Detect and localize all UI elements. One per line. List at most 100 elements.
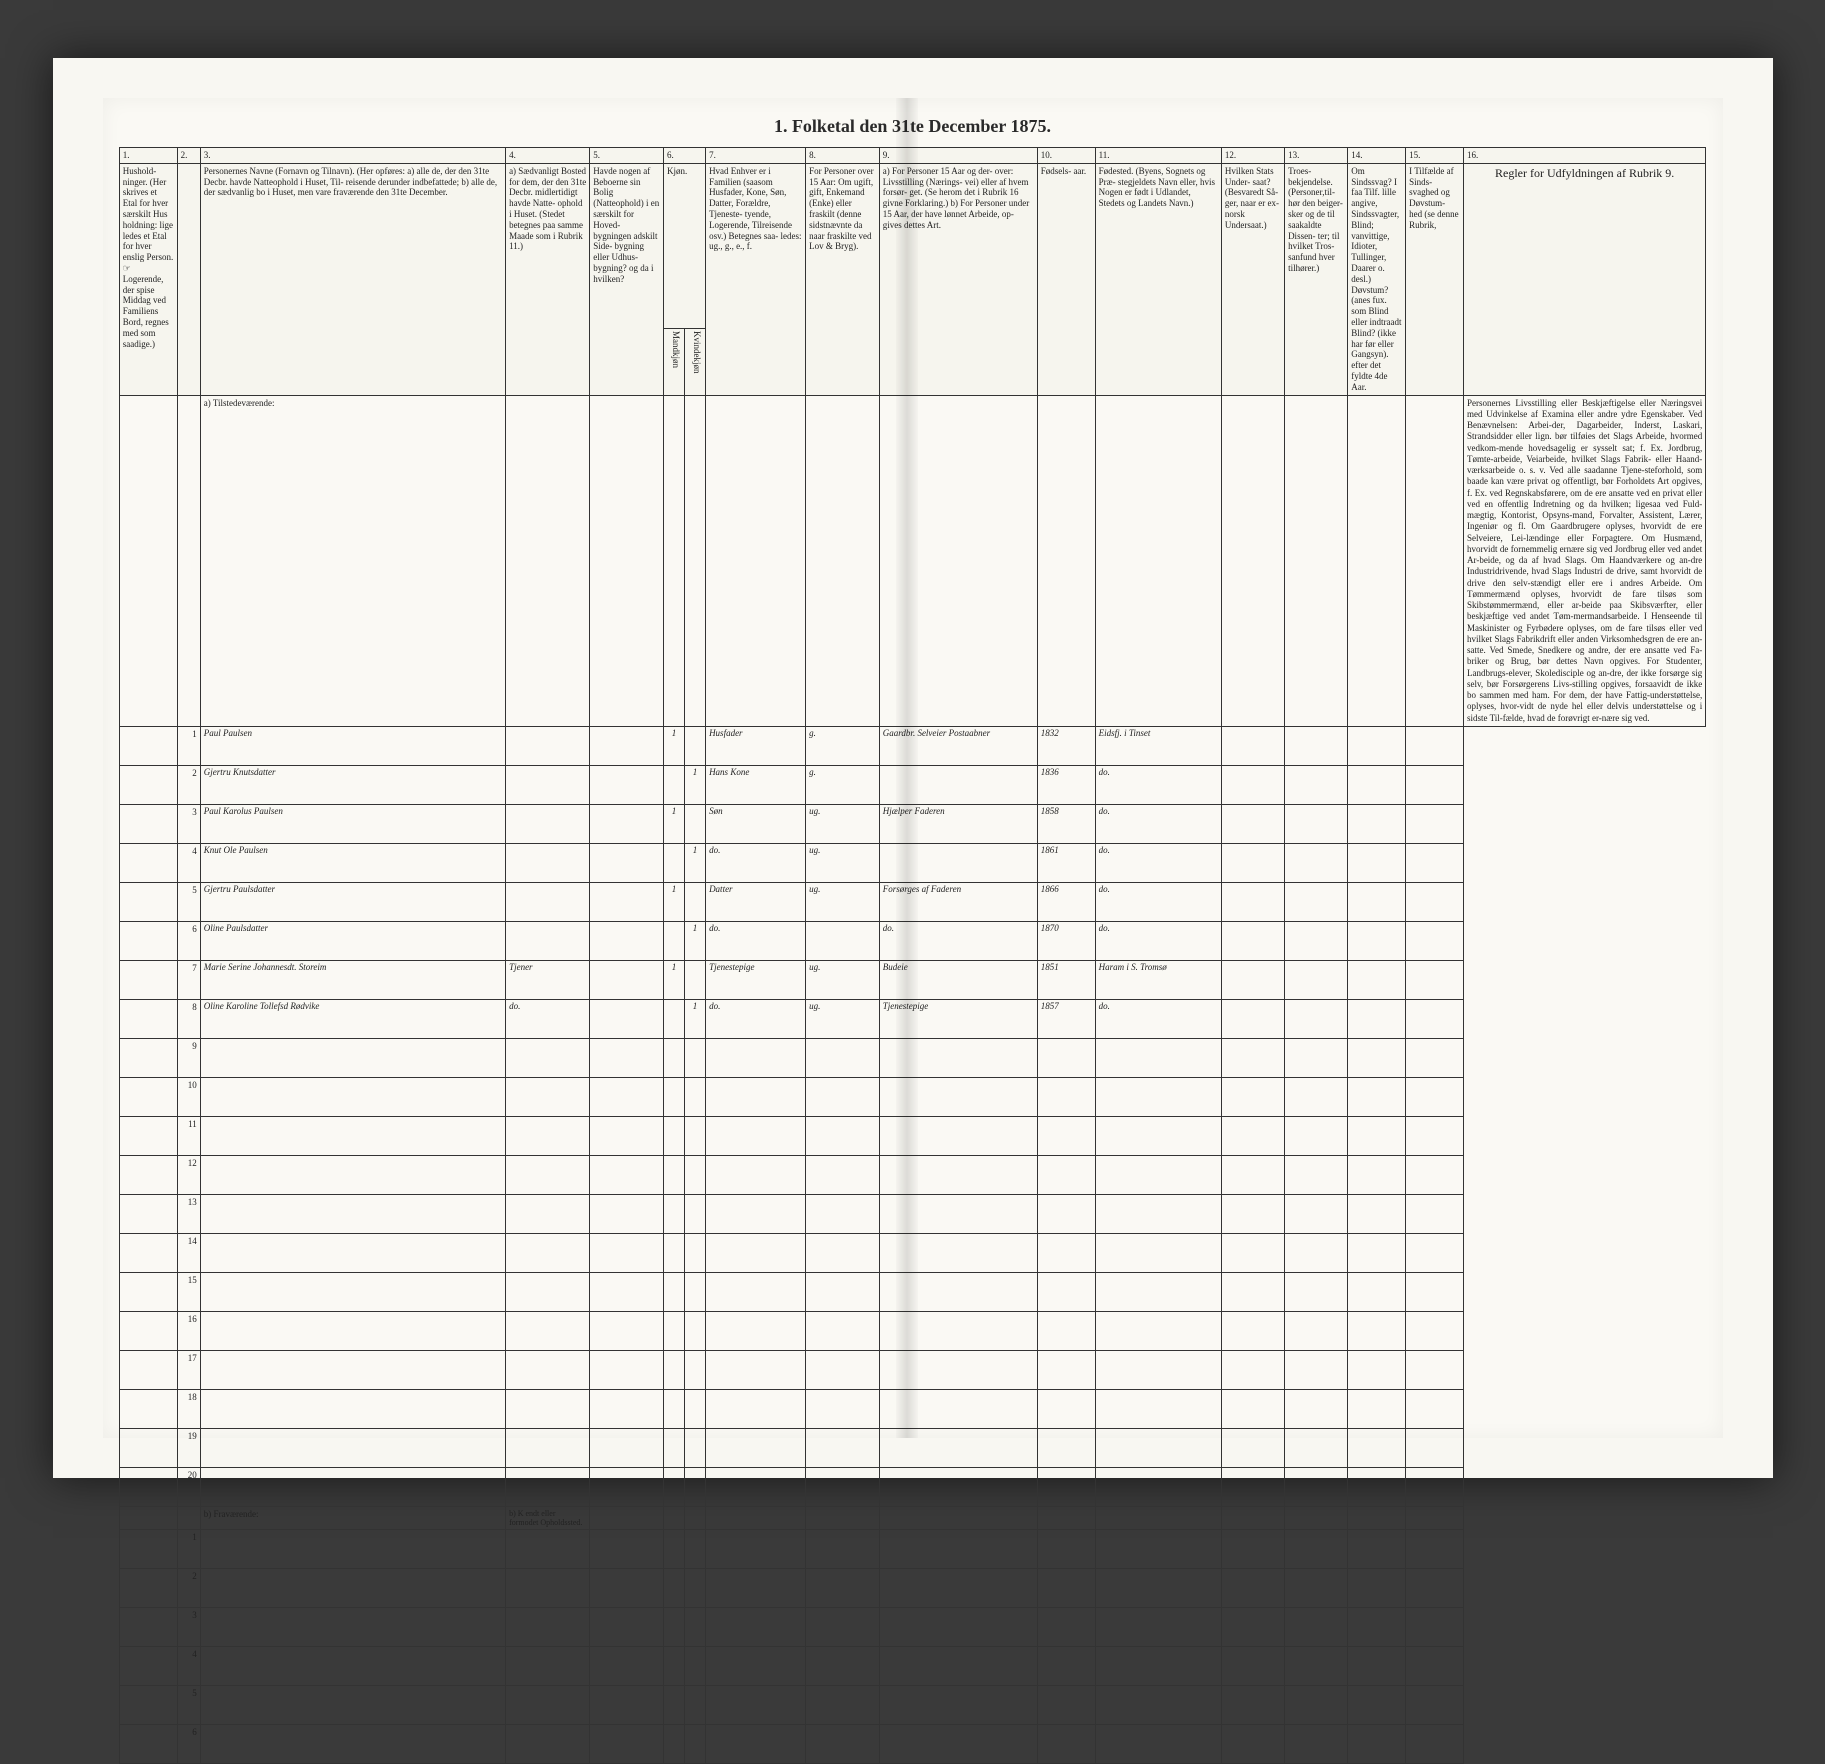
cell-c5 bbox=[590, 921, 664, 960]
table-row: 5 bbox=[119, 1685, 1706, 1724]
cell-birthyear: 1836 bbox=[1037, 765, 1095, 804]
census-table: 1. 2. 3. 4. 5. 6. 7. 8. 9. 10. 11. 12. 1… bbox=[119, 147, 1707, 1764]
person-name: Oline Karoline Tollefsd Rødvike bbox=[200, 999, 505, 1038]
row-number: 9 bbox=[177, 1038, 200, 1077]
cell-birthplace: do. bbox=[1095, 921, 1221, 960]
column-number-row: 1. 2. 3. 4. 5. 6. 7. 8. 9. 10. 11. 12. 1… bbox=[119, 148, 1706, 164]
cell-sex-f: 1 bbox=[685, 999, 706, 1038]
cell-relation: Datter bbox=[706, 882, 806, 921]
table-row: 20 bbox=[119, 1467, 1706, 1506]
header-c5: Havde nogen af Beboerne sin Bolig (Natte… bbox=[590, 163, 664, 395]
section-b-label: b) Fraværende: bbox=[200, 1506, 505, 1529]
cell-c4 bbox=[506, 921, 590, 960]
header-c2 bbox=[177, 163, 200, 395]
cell-sex-f bbox=[685, 882, 706, 921]
cell-sex-m bbox=[663, 999, 684, 1038]
table-row: 10 bbox=[119, 1077, 1706, 1116]
cell-c4: Tjener bbox=[506, 960, 590, 999]
colnum: 4. bbox=[506, 148, 590, 164]
row-number: 4 bbox=[177, 1646, 200, 1685]
colnum: 16. bbox=[1464, 148, 1706, 164]
row-number: 12 bbox=[177, 1155, 200, 1194]
header-c6a: Mandkjøn bbox=[663, 328, 684, 395]
row-number: 5 bbox=[177, 882, 200, 921]
row-number: 14 bbox=[177, 1233, 200, 1272]
cell-birthyear: 1832 bbox=[1037, 726, 1095, 765]
cell-birthplace: Eidsfj. i Tinset bbox=[1095, 726, 1221, 765]
table-row: 16 bbox=[119, 1311, 1706, 1350]
table-row: 2Gjertru Knutsdatter1Hans Koneg.1836do. bbox=[119, 765, 1706, 804]
colnum: 12. bbox=[1221, 148, 1284, 164]
cell-sex-f bbox=[685, 726, 706, 765]
row-number: 3 bbox=[177, 1607, 200, 1646]
header-c10: Fødsels- aar. bbox=[1037, 163, 1095, 395]
row-number: 13 bbox=[177, 1194, 200, 1233]
header-c9: a) For Personer 15 Aar og der- over: Liv… bbox=[879, 163, 1037, 395]
cell-c5 bbox=[590, 726, 664, 765]
colnum: 8. bbox=[806, 148, 880, 164]
cell-sex-m bbox=[663, 921, 684, 960]
cell-sex-f bbox=[685, 960, 706, 999]
cell-c5 bbox=[590, 843, 664, 882]
cell-relation: do. bbox=[706, 999, 806, 1038]
cell-occupation: do. bbox=[879, 921, 1037, 960]
row-number: 1 bbox=[177, 726, 200, 765]
table-row: 9 bbox=[119, 1038, 1706, 1077]
table-row: 1Paul Paulsen1Husfaderg.Gaardbr. Selveie… bbox=[119, 726, 1706, 765]
table-row: 17 bbox=[119, 1350, 1706, 1389]
cell-birthyear: 1861 bbox=[1037, 843, 1095, 882]
header-c3: Personernes Navne (Fornavn og Tilnavn). … bbox=[200, 163, 505, 395]
table-row: 19 bbox=[119, 1428, 1706, 1467]
row-number: 10 bbox=[177, 1077, 200, 1116]
cell-c4: do. bbox=[506, 999, 590, 1038]
cell-marital: ug. bbox=[806, 960, 880, 999]
cell-relation: do. bbox=[706, 921, 806, 960]
row-number: 20 bbox=[177, 1467, 200, 1506]
cell-marital: ug. bbox=[806, 999, 880, 1038]
cell-occupation: Budeie bbox=[879, 960, 1037, 999]
cell-birthplace: Haram i S. Tromsø bbox=[1095, 960, 1221, 999]
row-number: 2 bbox=[177, 1568, 200, 1607]
row-number: 17 bbox=[177, 1350, 200, 1389]
cell-occupation: Forsørges af Faderen bbox=[879, 882, 1037, 921]
header-c14: Om Sindssvag? I faa Tilf. lille angive, … bbox=[1348, 163, 1406, 395]
person-name: Knut Ole Paulsen bbox=[200, 843, 505, 882]
cell-birthyear: 1857 bbox=[1037, 999, 1095, 1038]
cell-occupation bbox=[879, 765, 1037, 804]
table-row: 2 bbox=[119, 1568, 1706, 1607]
table-row: 7Marie Serine Johannesdt. StoreimTjener1… bbox=[119, 960, 1706, 999]
cell-occupation: Tjenestepige bbox=[879, 999, 1037, 1038]
cell-sex-f: 1 bbox=[685, 843, 706, 882]
person-name: Gjertru Knutsdatter bbox=[200, 765, 505, 804]
row-number: 6 bbox=[177, 1724, 200, 1763]
row-number: 18 bbox=[177, 1389, 200, 1428]
cell-sex-m: 1 bbox=[663, 882, 684, 921]
person-name: Paul Karolus Paulsen bbox=[200, 804, 505, 843]
cell-marital: g. bbox=[806, 726, 880, 765]
cell-sex-m bbox=[663, 843, 684, 882]
row-number: 16 bbox=[177, 1311, 200, 1350]
person-name: Gjertru Paulsdatter bbox=[200, 882, 505, 921]
cell-c4 bbox=[506, 882, 590, 921]
header-c1: Hushold- ninger. (Her skrives et Etal fo… bbox=[119, 163, 177, 395]
section-a-row: a) Tilstedeværende: Personernes Livsstil… bbox=[119, 395, 1706, 726]
cell-relation: Husfader bbox=[706, 726, 806, 765]
cell-c5 bbox=[590, 882, 664, 921]
header-c4: a) Sædvanligt Bosted for dem, der den 31… bbox=[506, 163, 590, 395]
person-name: Marie Serine Johannesdt. Storeim bbox=[200, 960, 505, 999]
table-row: 15 bbox=[119, 1272, 1706, 1311]
row-number: 1 bbox=[177, 1529, 200, 1568]
cell-marital: g. bbox=[806, 765, 880, 804]
cell-c4 bbox=[506, 843, 590, 882]
header-c6: Kjøn. bbox=[663, 163, 705, 328]
cell-marital: ug. bbox=[806, 882, 880, 921]
cell-sex-f: 1 bbox=[685, 765, 706, 804]
row-number: 7 bbox=[177, 960, 200, 999]
table-row: 1 bbox=[119, 1529, 1706, 1568]
table-row: 12 bbox=[119, 1155, 1706, 1194]
table-row: 13 bbox=[119, 1194, 1706, 1233]
cell-relation: Søn bbox=[706, 804, 806, 843]
cell-marital: ug. bbox=[806, 804, 880, 843]
table-row: 6 bbox=[119, 1724, 1706, 1763]
occupation-header-handwriting bbox=[879, 395, 1037, 726]
